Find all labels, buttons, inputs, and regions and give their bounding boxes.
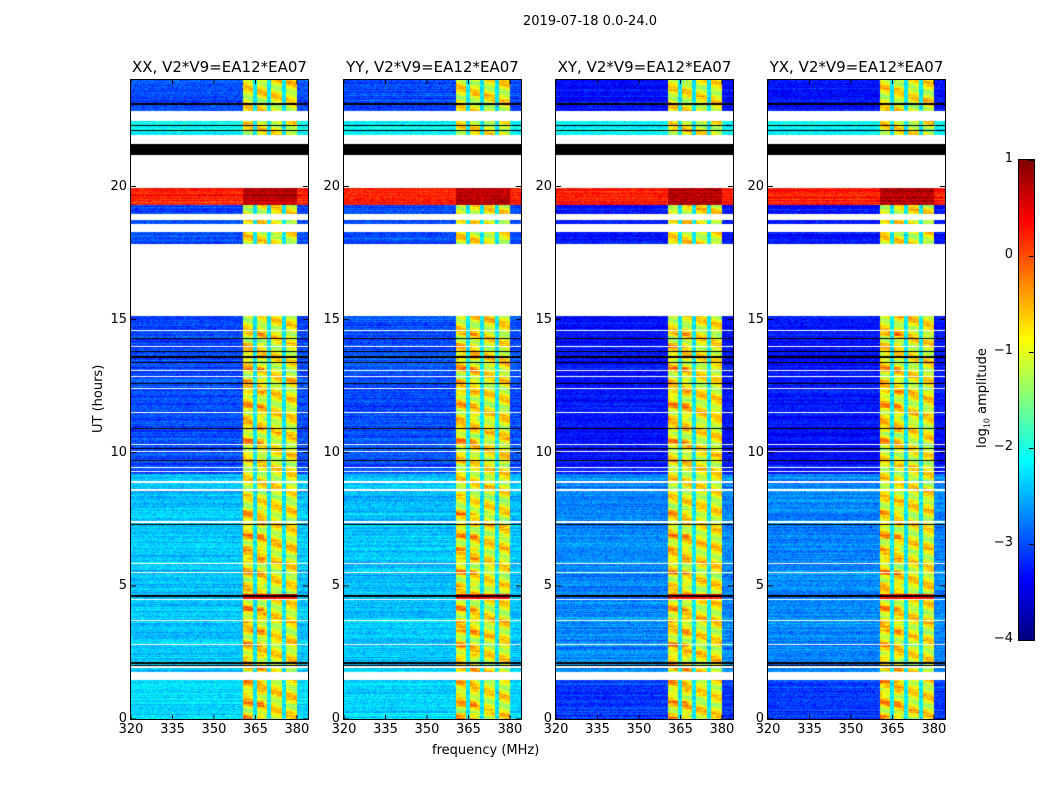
x-tick-label: 380 (709, 722, 735, 737)
colorbar-tick-label: −2 (993, 439, 1013, 454)
y-axis-label: UT (hours) (91, 364, 106, 433)
x-tick-label: 365 (243, 722, 268, 737)
y-tick-label: 20 (110, 178, 127, 194)
x-tick-label: 320 (543, 722, 569, 737)
colorbar-label-prefix: log (975, 428, 990, 448)
x-tick-label: 380 (497, 722, 523, 737)
x-tick-label: 335 (797, 722, 822, 737)
y-tick-label: 15 (535, 311, 552, 327)
y-tick-label: 15 (323, 311, 340, 327)
colorbar-gradient (1019, 160, 1034, 640)
y-tick-label: 0 (543, 711, 552, 726)
panel-title: XX, V2*V9=EA12*EA07 (132, 58, 307, 76)
y-tick-label: 10 (535, 444, 552, 460)
waterfall-heatmap (556, 80, 733, 719)
colorbar (1018, 159, 1035, 641)
x-tick-label: 365 (456, 722, 481, 737)
x-tick-label: 365 (880, 722, 905, 737)
x-tick-label: 380 (284, 722, 310, 737)
x-tick-label: 335 (160, 722, 185, 737)
waterfall-heatmap (344, 80, 521, 719)
x-tick-label: 350 (626, 722, 652, 737)
panel-title: XY, V2*V9=EA12*EA07 (557, 58, 732, 76)
x-tick-label: 320 (331, 722, 357, 737)
colorbar-tick-mark (1029, 544, 1034, 545)
colorbar-tick-mark (1029, 640, 1034, 641)
y-tick-label: 5 (755, 577, 764, 593)
x-axis-label: frequency (MHz) (432, 743, 540, 758)
y-tick-label: 20 (747, 178, 764, 194)
colorbar-tick-label: −4 (993, 631, 1013, 646)
tick-marks (768, 80, 945, 719)
x-tick-label: 320 (755, 722, 781, 737)
y-tick-label: 5 (331, 577, 340, 593)
panel-title: YY, V2*V9=EA12*EA07 (346, 58, 519, 76)
colorbar-tick-mark (1029, 160, 1034, 161)
panel-title: YX, V2*V9=EA12*EA07 (769, 58, 944, 76)
x-tick-label: 350 (201, 722, 227, 737)
colorbar-tick-label: −1 (993, 343, 1013, 358)
colorbar-label-subscript: 10 (982, 417, 992, 429)
y-tick-label: 10 (110, 444, 127, 460)
colorbar-label: log10 amplitude (975, 348, 992, 448)
x-tick-label: 335 (373, 722, 398, 737)
colorbar-tick-label: −3 (993, 535, 1013, 550)
tick-marks (131, 80, 308, 719)
tick-marks (344, 80, 521, 719)
colorbar-tick-label: 1 (1004, 151, 1013, 166)
y-tick-label: 0 (118, 711, 127, 726)
y-tick-label: 5 (543, 577, 552, 593)
colorbar-label-suffix: amplitude (975, 348, 990, 418)
y-tick-label: 10 (747, 444, 764, 460)
x-tick-label: 365 (668, 722, 693, 737)
colorbar-tick-mark (1029, 352, 1034, 353)
waterfall-panel (555, 79, 734, 720)
waterfall-heatmap (131, 80, 308, 719)
waterfall-heatmap (768, 80, 945, 719)
y-tick-label: 20 (535, 178, 552, 194)
tick-marks (556, 80, 733, 719)
waterfall-panel (130, 79, 309, 720)
colorbar-tick-mark (1029, 256, 1034, 257)
waterfall-panel (343, 79, 522, 720)
y-tick-label: 0 (755, 711, 764, 726)
y-tick-label: 15 (110, 311, 127, 327)
x-tick-label: 350 (838, 722, 864, 737)
y-tick-label: 0 (331, 711, 340, 726)
y-tick-label: 15 (747, 311, 764, 327)
y-tick-label: 20 (323, 178, 340, 194)
y-tick-label: 5 (118, 577, 127, 593)
waterfall-panel (767, 79, 946, 720)
figure-title: 2019-07-18 0.0-24.0 (523, 14, 657, 29)
x-tick-label: 335 (585, 722, 610, 737)
y-tick-label: 10 (323, 444, 340, 460)
x-tick-label: 380 (921, 722, 947, 737)
colorbar-tick-mark (1029, 448, 1034, 449)
x-tick-label: 350 (414, 722, 440, 737)
colorbar-tick-label: 0 (1004, 247, 1013, 262)
x-tick-label: 320 (118, 722, 144, 737)
